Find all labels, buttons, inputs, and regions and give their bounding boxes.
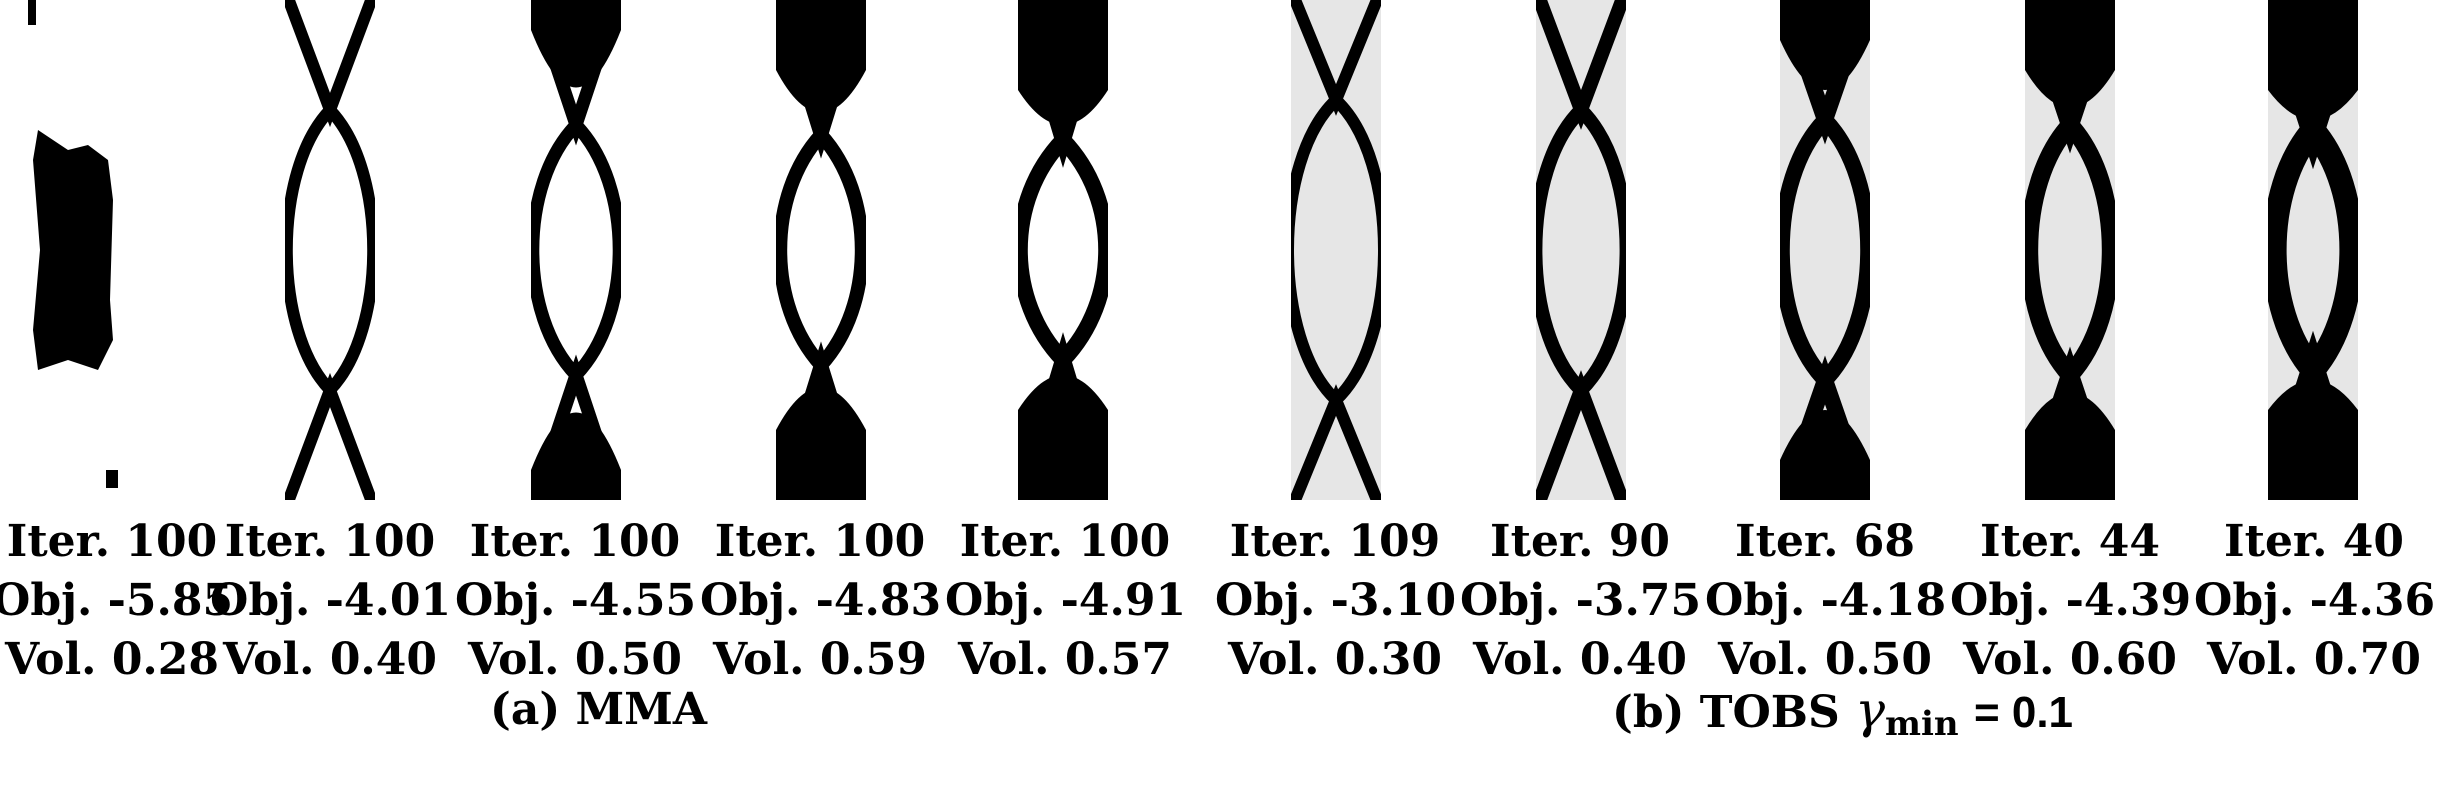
structure-image [1536,0,1626,500]
subfigure-label-tobs: (b) TOBS γmin = 0.1 [1612,680,2073,746]
solid-region [106,470,118,488]
iteration-label: Iter. 100 [959,516,1171,567]
panel-caption: Iter. 100 Obj. -4.91 Vol. 0.57 [945,512,1187,689]
objective-label: Obj. -4.01 [210,575,452,626]
structure-image [285,0,375,500]
solid-region [2268,0,2358,120]
volume-label: Vol. 0.57 [958,634,1172,685]
iteration-label: Iter. 40 [2224,516,2404,567]
iteration-label: Iter. 44 [1980,516,2160,567]
iteration-label: Iter. 90 [1490,516,1670,567]
objective-label: Obj. -4.83 [700,575,942,626]
solid-region [776,0,866,113]
panel-caption: Iter. 44 Obj. -4.39 Vol. 0.60 [1950,512,2192,689]
volume-label: Vol. 0.50 [1718,634,1932,685]
solid-member [1536,100,1626,400]
panel-caption: Iter. 100 Obj. -4.55 Vol. 0.50 [455,512,697,689]
void-region [1291,0,1381,500]
solid-region [1780,0,1870,90]
void-region [285,0,375,500]
solid-member [531,115,621,385]
solid-region [1018,375,1108,500]
solid-member [285,101,375,399]
solid-region [1780,410,1870,500]
iteration-label: Iter. 100 [224,516,436,567]
panel-caption: Iter. 109 Obj. -3.10 Vol. 0.30 [1215,512,1457,689]
solid-region [776,387,866,500]
objective-label: Obj. -5.85 [0,575,234,626]
solid-region [33,130,113,370]
volume-label: Vol. 0.28 [5,634,219,685]
panel-caption: Iter. 68 Obj. -4.18 Vol. 0.50 [1705,512,1947,689]
volume-label: Vol. 0.59 [713,634,927,685]
gamma-subscript: min [1884,704,1959,744]
solid-region [1018,0,1108,125]
panel-caption: Iter. 100 Obj. -4.83 Vol. 0.59 [700,512,942,689]
iteration-label: Iter. 68 [1735,516,1915,567]
structure-image [28,0,118,500]
structure-image [1291,0,1381,500]
objective-label: Obj. -4.36 [2194,575,2436,626]
iteration-label: Iter. 100 [714,516,926,567]
volume-label: Vol. 0.30 [1228,634,1442,685]
volume-label: Vol. 0.40 [1473,634,1687,685]
panel-caption: Iter. 40 Obj. -4.36 Vol. 0.70 [2194,512,2436,689]
structure-image [1018,0,1108,500]
objective-label: Obj. -4.55 [455,575,697,626]
void-region [1536,0,1626,500]
panel-caption: Iter. 90 Obj. -3.75 Vol. 0.40 [1460,512,1702,689]
solid-member [776,124,866,376]
volume-label: Vol. 0.70 [2207,634,2421,685]
objective-label: Obj. -4.39 [1950,575,2192,626]
subfigure-label-text: (a) MMA [490,684,708,735]
solid-region [531,412,621,500]
solid-region [2025,0,2115,108]
gamma-symbol: γ [1855,681,1885,739]
panel-caption: Iter. 100 Obj. -4.01 Vol. 0.40 [210,512,452,689]
gamma-value: = 0.1 [1973,688,2074,737]
solid-member [2268,111,2358,389]
solid-region [2025,392,2115,500]
objective-label: Obj. -3.75 [1460,575,1702,626]
subfigure-label-text: (b) TOBS [1612,687,1840,738]
subfigure-label-mma: (a) MMA [490,680,707,740]
solid-member [1291,91,1381,409]
structure-image [2025,0,2115,500]
solid-region [2268,380,2358,500]
panel-caption: Iter. 100 Obj. -5.85 Vol. 0.28 [0,512,234,689]
iteration-label: Iter. 100 [6,516,218,567]
volume-label: Vol. 0.50 [468,634,682,685]
solid-member [2025,111,2115,389]
solid-member [1780,108,1870,392]
structure-image [531,0,621,500]
solid-region [28,0,36,25]
iteration-label: Iter. 100 [469,516,681,567]
objective-label: Obj. -4.91 [945,575,1187,626]
objective-label: Obj. -4.18 [1705,575,1947,626]
volume-label: Vol. 0.40 [223,634,437,685]
solid-region [531,0,621,88]
solid-member [1018,128,1108,372]
structure-image [776,0,866,500]
iteration-label: Iter. 109 [1229,516,1441,567]
volume-label: Vol. 0.60 [1963,634,2177,685]
structure-image [2268,0,2358,500]
structure-image [1780,0,1870,500]
objective-label: Obj. -3.10 [1215,575,1457,626]
